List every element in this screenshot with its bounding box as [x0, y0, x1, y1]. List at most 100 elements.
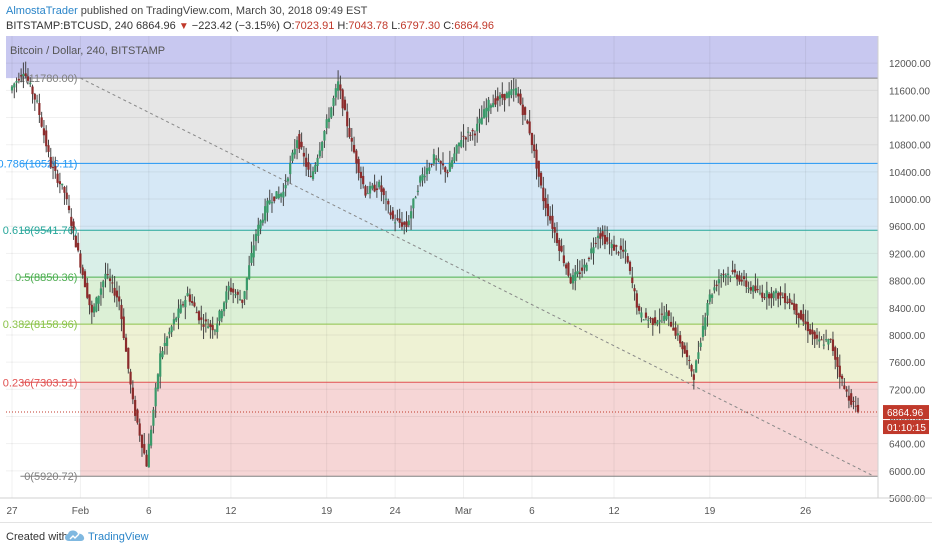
candle-body: [508, 91, 511, 98]
candle-body: [218, 310, 221, 322]
candle: [26, 68, 30, 85]
candle-body: [213, 330, 217, 332]
candle-body: [565, 264, 568, 269]
candle: [539, 171, 543, 189]
candle-body: [341, 89, 344, 109]
candle-body: [715, 284, 718, 287]
candle: [619, 238, 622, 259]
candle: [517, 86, 520, 104]
candle-body: [200, 317, 203, 320]
chart-area[interactable]: 1(11780.00) 0.786(10526.11) 0.618(9541.76)…: [0, 36, 932, 520]
candle-body: [54, 165, 57, 171]
candle-body: [419, 176, 422, 183]
candle-body: [134, 399, 137, 416]
candle: [243, 290, 246, 306]
candle: [480, 105, 483, 125]
candle: [610, 239, 613, 256]
candle-body: [793, 303, 796, 311]
candle-body: [464, 137, 467, 140]
candle-body: [551, 215, 554, 229]
candle-body: [601, 231, 604, 237]
candle-body: [779, 292, 782, 296]
candle: [546, 194, 549, 226]
time-tick-label: 27: [6, 506, 18, 517]
candle: [505, 91, 508, 99]
candle: [268, 189, 271, 205]
candle-body: [357, 159, 360, 173]
candle: [526, 119, 529, 125]
candle: [635, 290, 638, 315]
candle: [594, 237, 597, 248]
candle-body: [526, 120, 529, 124]
candle: [20, 68, 23, 83]
fib-level-label: 0.382(8158.96): [3, 319, 78, 331]
candle-body: [115, 290, 118, 298]
candle: [302, 146, 305, 167]
candle: [92, 303, 96, 318]
candle: [489, 103, 492, 114]
time-tick-label: 6: [529, 506, 535, 517]
candle: [806, 310, 809, 343]
candle-body: [799, 310, 803, 320]
candle-body: [70, 216, 73, 226]
candle-body: [542, 187, 545, 202]
candle: [13, 82, 16, 99]
candle-body: [624, 249, 627, 252]
candle-body: [259, 220, 262, 229]
fib-level-label: 0(5920.72): [24, 471, 77, 483]
fib-level-label: 1(11780.00): [19, 73, 78, 85]
candle-body: [24, 73, 27, 77]
candle-body: [332, 98, 335, 107]
time-tick-label: 24: [390, 506, 402, 517]
candle: [419, 175, 422, 187]
candle: [33, 92, 36, 111]
candle-body: [822, 344, 825, 346]
candle: [624, 240, 627, 264]
candle-body: [726, 273, 730, 276]
candle-body: [143, 444, 146, 454]
candle-body: [197, 311, 201, 321]
high-value: 7043.78: [348, 20, 389, 32]
candle-body: [665, 312, 668, 320]
candle-body: [26, 76, 30, 81]
candle-body: [786, 301, 789, 303]
candle: [793, 293, 796, 315]
candle-body: [350, 137, 353, 142]
candle-body: [396, 218, 399, 220]
candle: [170, 324, 173, 337]
price-tick-label: 8400.00: [889, 304, 926, 315]
candle: [270, 193, 274, 213]
candle: [136, 408, 139, 425]
candle-body: [186, 293, 189, 296]
candle: [733, 263, 736, 277]
candle: [70, 208, 73, 235]
candle-body: [710, 294, 714, 298]
candle: [104, 262, 107, 288]
time-tick-label: 26: [800, 506, 812, 517]
candle-body: [170, 326, 173, 333]
candle: [699, 337, 702, 351]
tradingview-cloud-icon[interactable]: [64, 529, 86, 543]
candle-body: [635, 293, 638, 308]
candle: [391, 207, 394, 221]
candle-body: [679, 335, 682, 344]
candle-body: [51, 167, 55, 169]
price-tick-label: 10000.00: [889, 195, 931, 206]
candle-body: [660, 313, 664, 315]
candle-body: [156, 374, 160, 389]
candle: [745, 273, 748, 293]
tradingview-brand[interactable]: TradingView: [88, 531, 149, 543]
price-tick-label: 7600.00: [889, 358, 926, 369]
author-link[interactable]: AlmostaTrader: [6, 5, 78, 17]
candle: [143, 433, 146, 455]
candle: [788, 293, 791, 310]
candle: [88, 294, 91, 315]
candle: [485, 98, 488, 126]
candle-body: [533, 144, 536, 152]
candle: [113, 276, 116, 303]
candle-body: [79, 253, 82, 268]
candle-body: [250, 253, 253, 263]
price-chart[interactable]: 1(11780.00) 0.786(10526.11) 0.618(9541.76)…: [0, 36, 932, 520]
candle: [172, 312, 176, 331]
candle: [218, 309, 221, 326]
